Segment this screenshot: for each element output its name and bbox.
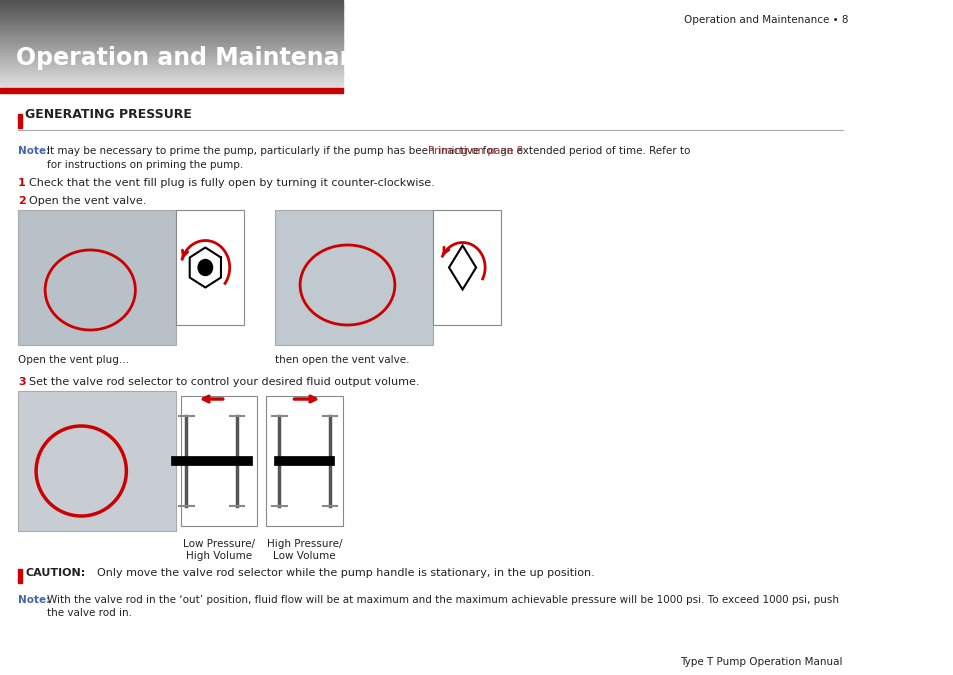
Bar: [180, 396, 257, 526]
Bar: [0, 79, 343, 82]
Text: Check that the vent fill plug is fully open by turning it counter-clockwise.: Check that the vent fill plug is fully o…: [29, 178, 435, 188]
Bar: [0, 85, 343, 88]
Bar: [0, 46, 343, 49]
Bar: [0, 50, 343, 53]
Bar: [0, 83, 343, 86]
Bar: [0, 8, 343, 11]
Bar: [0, 63, 343, 66]
Bar: [0, 76, 343, 79]
Text: Note:: Note:: [18, 595, 51, 605]
Bar: [0, 28, 343, 31]
Bar: [18, 391, 175, 531]
Text: CAUTION:: CAUTION:: [25, 568, 86, 578]
Text: It may be necessary to prime the pump, particularly if the pump has been inactiv: It may be necessary to prime the pump, p…: [47, 146, 693, 156]
Bar: [0, 32, 343, 35]
Text: 2: 2: [18, 196, 26, 206]
Bar: [0, 20, 343, 22]
Bar: [0, 52, 343, 55]
Text: for instructions on priming the pump.: for instructions on priming the pump.: [47, 160, 243, 170]
Text: Open the vent valve.: Open the vent valve.: [29, 196, 146, 206]
Bar: [0, 68, 343, 70]
Bar: [266, 396, 343, 526]
Circle shape: [198, 259, 213, 275]
Bar: [433, 210, 500, 325]
Bar: [0, 0, 343, 2]
Bar: [275, 210, 433, 345]
Text: GENERATING PRESSURE: GENERATING PRESSURE: [25, 109, 192, 121]
Bar: [0, 59, 343, 61]
Bar: [0, 39, 343, 42]
Bar: [175, 210, 243, 325]
Bar: [0, 74, 343, 77]
Bar: [0, 43, 343, 46]
Bar: [0, 37, 343, 40]
Bar: [18, 569, 22, 583]
Bar: [0, 41, 343, 44]
Text: Set the valve rod selector to control your desired fluid output volume.: Set the valve rod selector to control yo…: [29, 377, 419, 387]
Text: High Pressure/
Low Volume: High Pressure/ Low Volume: [267, 539, 342, 561]
Bar: [0, 30, 343, 33]
Bar: [0, 72, 343, 75]
Text: then open the vent valve.: then open the vent valve.: [275, 355, 410, 365]
Bar: [0, 61, 343, 64]
Text: Type T Pump Operation Manual: Type T Pump Operation Manual: [679, 657, 842, 667]
Text: With the valve rod in the ‘out’ position, fluid flow will be at maximum and the : With the valve rod in the ‘out’ position…: [47, 595, 838, 605]
Bar: [0, 11, 343, 14]
Bar: [0, 17, 343, 20]
Text: Only move the valve rod selector while the pump handle is stationary, in the up : Only move the valve rod selector while t…: [91, 568, 595, 578]
Text: 3: 3: [18, 377, 26, 387]
Text: Operation and Maintenance: Operation and Maintenance: [16, 46, 386, 70]
Text: 1: 1: [18, 178, 26, 188]
Text: Open the vent plug...: Open the vent plug...: [18, 355, 129, 365]
Bar: [18, 114, 22, 128]
Text: Priming on page 8: Priming on page 8: [427, 146, 522, 156]
Text: Note:: Note:: [18, 146, 51, 156]
Bar: [0, 55, 343, 57]
Bar: [18, 210, 175, 345]
Bar: [0, 48, 343, 51]
Bar: [0, 4, 343, 7]
Bar: [0, 6, 343, 9]
Bar: [0, 15, 343, 18]
Bar: [0, 22, 343, 24]
Polygon shape: [449, 246, 476, 290]
Bar: [0, 65, 343, 68]
Text: the valve rod in.: the valve rod in.: [47, 608, 132, 618]
Bar: [0, 81, 343, 84]
Bar: [0, 26, 343, 28]
Text: Operation and Maintenance • 8: Operation and Maintenance • 8: [683, 15, 847, 25]
Bar: [0, 88, 343, 93]
Bar: [0, 70, 343, 73]
Bar: [0, 2, 343, 5]
Bar: [0, 34, 343, 37]
Text: Low Pressure/
High Volume: Low Pressure/ High Volume: [183, 539, 254, 561]
Bar: [0, 57, 343, 59]
Bar: [0, 13, 343, 16]
Bar: [0, 24, 343, 26]
